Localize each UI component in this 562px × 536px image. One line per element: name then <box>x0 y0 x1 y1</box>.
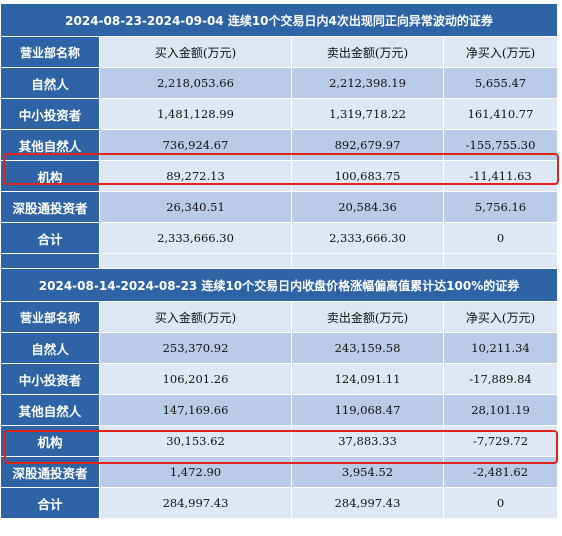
row-label: 合计 <box>0 222 100 254</box>
net-amount: 5,756.16 <box>442 191 559 223</box>
net-amount: 28,101.19 <box>442 394 559 426</box>
sell-amount: 2,333,666.30 <box>291 222 444 254</box>
table-row: 深股通投资者 26,340.51 20,584.36 5,756.16 <box>0 191 559 223</box>
table-row: 自然人 253,370.92 243,159.58 10,211.34 <box>0 332 559 364</box>
column-header-sell: 卖出金额(万元) <box>291 36 444 68</box>
row-label: 其他自然人 <box>0 394 100 426</box>
buy-amount: 30,153.62 <box>99 425 292 457</box>
sell-amount: 124,091.11 <box>291 363 444 395</box>
row-label: 中小投资者 <box>0 98 100 130</box>
table-row: 中小投资者 1,481,128.99 1,319,718.22 161,410.… <box>0 98 559 130</box>
row-label: 其他自然人 <box>0 129 100 161</box>
buy-amount: 253,370.92 <box>99 332 292 364</box>
column-header-department: 营业部名称 <box>0 301 100 333</box>
sell-amount: 243,159.58 <box>291 332 444 364</box>
table-row-institution: 机构 89,272.13 100,683.75 -11,411.63 <box>0 160 559 192</box>
table-row-total: 合计 284,997.43 284,997.43 0 <box>0 487 559 519</box>
buy-amount: 1,481,128.99 <box>99 98 292 130</box>
net-amount: 10,211.34 <box>442 332 559 364</box>
sell-amount: 3,954.52 <box>291 456 444 488</box>
buy-amount: 1,472.90 <box>99 456 292 488</box>
buy-amount: 2,333,666.30 <box>99 222 292 254</box>
column-header-net: 净买入(万元) <box>442 36 559 68</box>
buy-amount: 89,272.13 <box>99 160 292 192</box>
table-row: 其他自然人 736,924.67 892,679.97 -155,755.30 <box>0 129 559 161</box>
sell-amount: 20,584.36 <box>291 191 444 223</box>
buy-amount: 736,924.67 <box>99 129 292 161</box>
sell-amount: 37,883.33 <box>291 425 444 457</box>
net-amount: -11,411.63 <box>442 160 559 192</box>
table-row-total: 合计 2,333,666.30 2,333,666.30 0 <box>0 222 559 254</box>
row-label: 中小投资者 <box>0 363 100 395</box>
sell-amount: 1,319,718.22 <box>291 98 444 130</box>
table-spacer-row <box>0 253 559 269</box>
row-label: 机构 <box>0 160 100 192</box>
sell-amount: 2,212,398.19 <box>291 67 444 99</box>
net-amount: 161,410.77 <box>442 98 559 130</box>
row-label: 机构 <box>0 425 100 457</box>
buy-amount: 284,997.43 <box>99 487 292 519</box>
row-label: 自然人 <box>0 67 100 99</box>
row-label: 深股通投资者 <box>0 191 100 223</box>
net-amount: -155,755.30 <box>442 129 559 161</box>
net-amount: -2,481.62 <box>442 456 559 488</box>
buy-amount: 26,340.51 <box>99 191 292 223</box>
table-row-institution: 机构 30,153.62 37,883.33 -7,729.72 <box>0 425 559 457</box>
sell-amount: 119,068.47 <box>291 394 444 426</box>
row-label: 自然人 <box>0 332 100 364</box>
net-amount: 0 <box>442 487 559 519</box>
net-amount: 5,655.47 <box>442 67 559 99</box>
row-label: 合计 <box>0 487 100 519</box>
column-header-net: 净买入(万元) <box>442 301 559 333</box>
table-row: 自然人 2,218,053.66 2,212,398.19 5,655.47 <box>0 67 559 99</box>
table-cumulative-price-deviation: 2024-08-14-2024-08-23 连续10个交易日内收盘价格涨幅偏离值… <box>0 268 559 519</box>
column-header-buy: 买入金额(万元) <box>99 36 292 68</box>
sell-amount: 284,997.43 <box>291 487 444 519</box>
spacer-cell <box>291 253 444 269</box>
buy-amount: 106,201.26 <box>99 363 292 395</box>
net-amount: -7,729.72 <box>442 425 559 457</box>
sell-amount: 100,683.75 <box>291 160 444 192</box>
sell-amount: 892,679.97 <box>291 129 444 161</box>
row-label: 深股通投资者 <box>0 456 100 488</box>
buy-amount: 147,169.66 <box>99 394 292 426</box>
table-consecutive-abnormal-fluctuation: 2024-08-23-2024-09-04 连续10个交易日内4次出现同正向异常… <box>0 3 559 269</box>
column-header-buy: 买入金额(万元) <box>99 301 292 333</box>
table-row: 中小投资者 106,201.26 124,091.11 -17,889.84 <box>0 363 559 395</box>
net-amount: 0 <box>442 222 559 254</box>
column-header-sell: 卖出金额(万元) <box>291 301 444 333</box>
table-title: 2024-08-23-2024-09-04 连续10个交易日内4次出现同正向异常… <box>0 3 559 37</box>
spacer-cell <box>0 253 100 269</box>
table-row: 其他自然人 147,169.66 119,068.47 28,101.19 <box>0 394 559 426</box>
spacer-cell <box>99 253 292 269</box>
column-header-department: 营业部名称 <box>0 36 100 68</box>
table-title: 2024-08-14-2024-08-23 连续10个交易日内收盘价格涨幅偏离值… <box>0 268 559 302</box>
net-amount: -17,889.84 <box>442 363 559 395</box>
buy-amount: 2,218,053.66 <box>99 67 292 99</box>
spacer-cell <box>442 253 559 269</box>
table-row: 深股通投资者 1,472.90 3,954.52 -2,481.62 <box>0 456 559 488</box>
